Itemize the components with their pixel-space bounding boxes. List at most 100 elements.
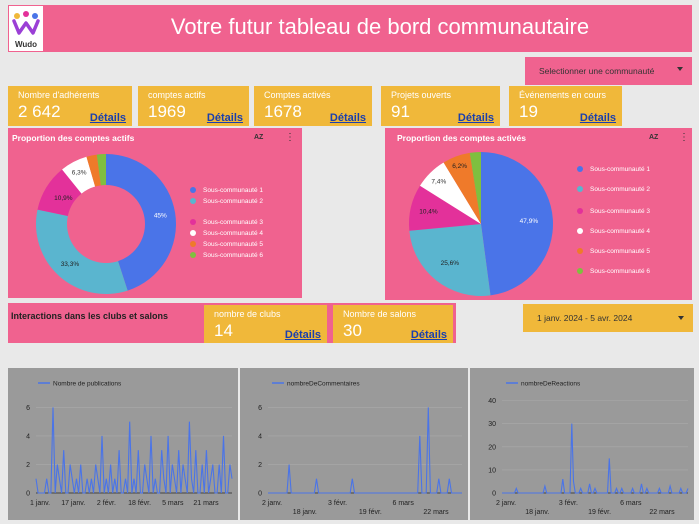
menu-icon[interactable]: ⋮: [285, 132, 295, 143]
legend-item[interactable]: Sous-communauté 4: [577, 228, 650, 235]
kpi-comptes-actives: Comptes activés 1678 Détails: [254, 86, 372, 126]
details-link[interactable]: Détails: [329, 112, 366, 124]
kpi-value: 1678: [264, 102, 302, 121]
pie-chart-actives: 47,9% 25,6% 10,4% 7,4% 6,2%: [409, 152, 553, 296]
legend-dot: [577, 186, 583, 193]
wudo-logo-icon: [12, 11, 40, 35]
pie-slice[interactable]: [37, 169, 82, 216]
legend-dot: [190, 252, 196, 259]
panel-title: Proportion des comptes activés: [397, 133, 526, 143]
details-link[interactable]: Détails: [206, 112, 243, 124]
y-tick-label: 4: [258, 433, 262, 440]
x-tick-label: 5 mars: [162, 500, 184, 507]
legend-item[interactable]: Sous-communauté 6: [577, 268, 650, 275]
pie-slice[interactable]: [62, 156, 96, 194]
pie-slice[interactable]: [409, 185, 481, 231]
kpi-label: nombre de clubs: [214, 309, 281, 319]
date-range-select[interactable]: 1 janv. 2024 - 5 avr. 2024: [523, 304, 693, 332]
kpi-value: 91: [391, 102, 410, 121]
legend-dot: [190, 198, 196, 205]
line-chart-reactions: 0 10 20 30 40 2 janv. 18 janv. 3 févr. 19 févr. 6…: [470, 368, 694, 520]
legend-label: nombreDeCommentaires: [287, 381, 360, 388]
pie-data-label: 6,3%: [72, 170, 87, 177]
legend-label: Sous-communauté 5: [590, 248, 650, 255]
legend-dot: [190, 219, 196, 226]
pie-data-label: 25,6%: [441, 260, 460, 267]
legend-dot: [577, 248, 583, 255]
pie-slice[interactable]: [469, 152, 481, 224]
pie-slice[interactable]: [86, 154, 101, 187]
legend-item[interactable]: Sous-communauté 3: [190, 219, 263, 226]
legend-item[interactable]: Sous-communauté 5: [577, 248, 650, 255]
pie-slice[interactable]: [36, 209, 128, 294]
sort-az-icon[interactable]: AZ: [649, 134, 659, 141]
x-tick-label: 22 mars: [649, 509, 675, 516]
line-chart-commentaires: 0 2 4 6 2 janv. 18 janv. 3 févr. 19 févr. 6 mars…: [240, 368, 468, 520]
y-tick-label: 0: [492, 491, 496, 498]
legend-item[interactable]: Sous-communauté 6: [190, 252, 263, 259]
legend-dot: [190, 241, 196, 248]
kpi-value: 2 642: [18, 102, 61, 121]
pie-slice[interactable]: [443, 152, 481, 224]
legend-item[interactable]: Sous-communauté 3: [577, 208, 650, 215]
pie-slice[interactable]: [106, 154, 176, 291]
details-link[interactable]: Détails: [579, 112, 616, 124]
kpi-adherents: Nombre d'adhérents 2 642 Détails: [8, 86, 132, 126]
logo: Wudo: [9, 6, 43, 51]
legend-label: Sous-communauté 1: [590, 166, 650, 173]
x-tick-label: 18 janv.: [293, 509, 317, 516]
pie-data-label: 47,9%: [520, 218, 539, 225]
kpi-value: 14: [214, 321, 233, 340]
legend-label: Sous-communauté 3: [203, 219, 263, 226]
legend-dot: [577, 268, 583, 275]
pie-slice[interactable]: [419, 162, 481, 224]
x-tick-label: 18 janv.: [525, 509, 549, 516]
community-select-label: Selectionner une communauté: [539, 66, 655, 76]
legend-label: Sous-communauté 6: [590, 268, 650, 275]
sort-az-icon[interactable]: AZ: [254, 134, 264, 141]
pie-data-label: 10,4%: [419, 209, 438, 216]
pie-data-label: 45%: [154, 212, 167, 219]
y-tick-label: 4: [26, 433, 30, 440]
pie-panel-actifs: Proportion des comptes actifs AZ ⋮ 45% 33…: [8, 128, 302, 298]
legend-item[interactable]: Sous-communauté 5: [190, 241, 263, 248]
x-tick-label: 18 févr.: [128, 500, 151, 507]
menu-icon[interactable]: ⋮: [679, 132, 689, 143]
legend-item[interactable]: Sous-communauté 4: [190, 230, 263, 237]
kpi-label: comptes actifs: [148, 90, 206, 100]
legend-label: Sous-communauté 6: [203, 252, 263, 259]
legend-item[interactable]: Sous-communauté 2: [190, 198, 263, 205]
series-line: [268, 407, 462, 494]
y-tick-label: 20: [488, 444, 496, 451]
date-range-label: 1 janv. 2024 - 5 avr. 2024: [537, 313, 633, 323]
pie-slice[interactable]: [96, 154, 106, 186]
y-tick-label: 2: [258, 462, 262, 469]
legend-dot: [190, 230, 196, 237]
kpi-clubs: nombre de clubs 14 Détails: [204, 305, 327, 343]
pie-slice[interactable]: [409, 224, 491, 296]
details-link[interactable]: Détails: [410, 329, 447, 341]
x-tick-label: 6 mars: [620, 500, 642, 507]
legend-item[interactable]: Sous-communauté 1: [577, 166, 650, 173]
details-link[interactable]: Détails: [457, 112, 494, 124]
legend-dot: [577, 208, 583, 215]
kpi-value: 30: [343, 321, 362, 340]
pie-data-label: 7,4%: [431, 178, 446, 185]
kpi-label: Comptes activés: [264, 90, 331, 100]
panel-title: Proportion des comptes actifs: [12, 133, 135, 143]
legend-label: Sous-communauté 5: [203, 241, 263, 248]
legend-dot: [577, 166, 583, 173]
legend-item[interactable]: Sous-communauté 2: [577, 186, 650, 193]
details-link[interactable]: Détails: [284, 329, 321, 341]
community-select[interactable]: Selectionner une communauté: [525, 57, 692, 85]
details-link[interactable]: Détails: [89, 112, 126, 124]
legend-label: Sous-communauté 2: [203, 198, 263, 205]
header-bar: [8, 5, 692, 52]
legend-item[interactable]: Sous-communauté 1: [190, 187, 263, 194]
y-tick-label: 2: [26, 462, 30, 469]
kpi-label: Nombre d'adhérents: [18, 90, 100, 100]
kpi-value: 1969: [148, 102, 186, 121]
y-tick-label: 0: [26, 491, 30, 498]
kpi-label: Projets ouverts: [391, 90, 452, 100]
pie-slice[interactable]: [481, 152, 553, 296]
